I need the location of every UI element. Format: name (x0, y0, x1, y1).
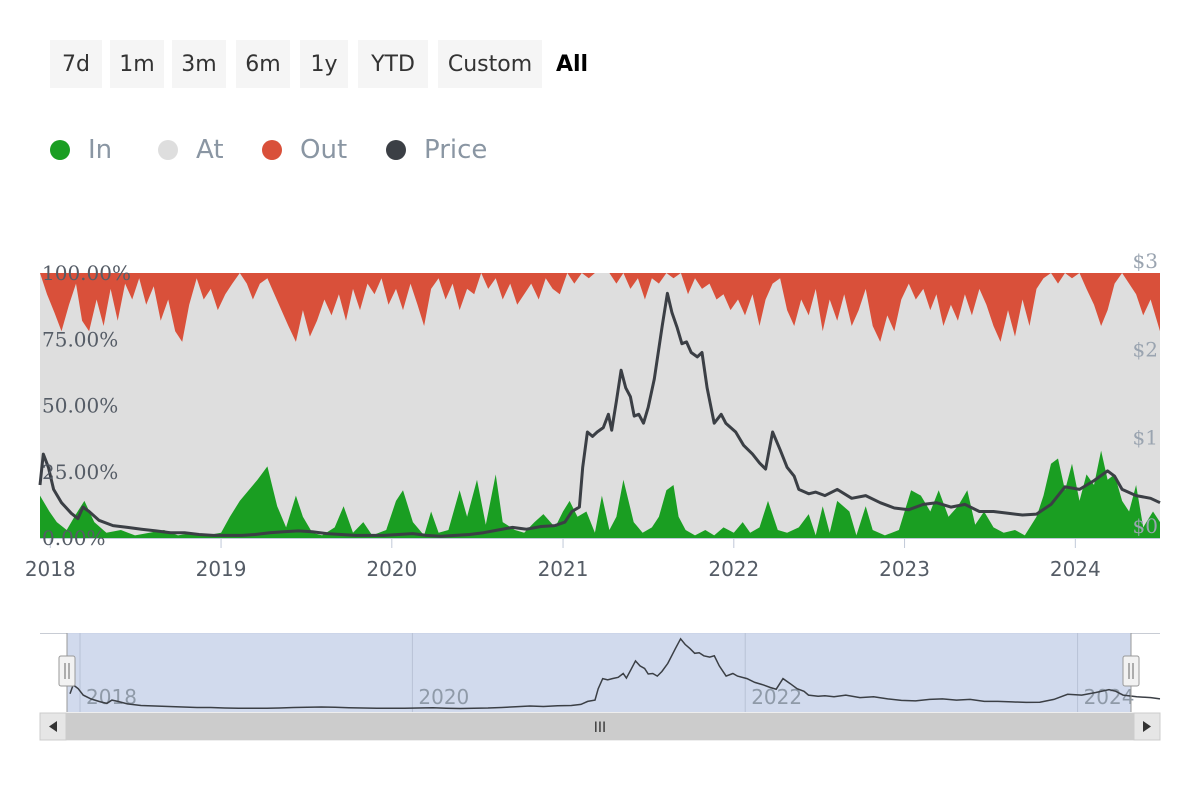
y-tick-label-right: $2 (1133, 337, 1158, 361)
range-button-3m[interactable]: 3m (172, 40, 226, 88)
scroll-left-button[interactable] (39, 712, 67, 741)
x-tick-label: 2019 (196, 557, 247, 581)
legend-label: Price (424, 135, 488, 165)
x-tick-label: 2022 (708, 557, 759, 581)
legend-marker-icon (50, 140, 70, 160)
legend-label: In (88, 135, 113, 165)
navigator-year-label: 2024 (1084, 685, 1135, 709)
area-at (40, 273, 1160, 538)
navigator-year-label: 2020 (418, 685, 469, 709)
price-line (38, 291, 1161, 538)
y-tick-label-left: 75.00% (42, 327, 118, 351)
x-tick-label: 2018 (25, 557, 76, 581)
arrow-right-icon (1143, 721, 1151, 732)
range-button-ytd[interactable]: YTD (358, 40, 428, 88)
legend-label: Out (300, 135, 348, 165)
navigator-handle-right[interactable] (1122, 633, 1140, 712)
y-tick-label-left: 50.00% (42, 394, 118, 418)
x-tick-label: 2024 (1050, 557, 1101, 581)
legend-marker-icon (158, 140, 178, 160)
navigator-handle-left[interactable] (58, 633, 76, 712)
legend-item-price[interactable]: Price (386, 130, 487, 170)
area-out (40, 273, 1160, 342)
scrollbar-grip: III (594, 720, 606, 736)
legend-item-at[interactable]: At (158, 130, 224, 170)
range-button-6m[interactable]: 6m (236, 40, 290, 88)
legend-marker-icon (262, 140, 282, 160)
area-in (40, 450, 1160, 538)
y-tick-label-right: $3 (1133, 249, 1158, 273)
navigator-year-label: 2018 (86, 685, 137, 709)
y-tick-label-right: $1 (1133, 426, 1158, 450)
legend-label: At (196, 135, 224, 165)
legend-item-out[interactable]: Out (262, 130, 347, 170)
navigator-price-line (69, 637, 1161, 710)
x-tick-label: 2021 (538, 557, 589, 581)
y-tick-label-right: $0 (1133, 514, 1158, 538)
arrow-left-icon (49, 721, 57, 732)
x-tick-label: 2020 (366, 557, 417, 581)
navigator-selected-range[interactable] (67, 633, 1131, 712)
y-tick-label-left: 100.00% (42, 261, 131, 285)
legend-marker-icon (386, 140, 406, 160)
x-tick-label: 2023 (879, 557, 930, 581)
scrollbar-thumb[interactable] (66, 713, 1134, 740)
range-button-custom[interactable]: Custom (438, 40, 542, 88)
plot-area (38, 273, 1161, 538)
axes: 2018 2019 2020 2021 2022 2023 2024 0.00% 25.00% 5… (25, 249, 1160, 581)
y-tick-label-left: 25.00% (42, 460, 118, 484)
legend-item-in[interactable]: In (50, 130, 112, 170)
range-button-1y[interactable]: 1y (300, 40, 348, 88)
range-button-1m[interactable]: 1m (110, 40, 164, 88)
range-button-7d[interactable]: 7d (50, 40, 102, 88)
y-tick-label-left: 0.00% (42, 526, 106, 550)
range-button-all[interactable]: All (550, 40, 594, 88)
scroll-right-button[interactable] (1133, 712, 1161, 741)
